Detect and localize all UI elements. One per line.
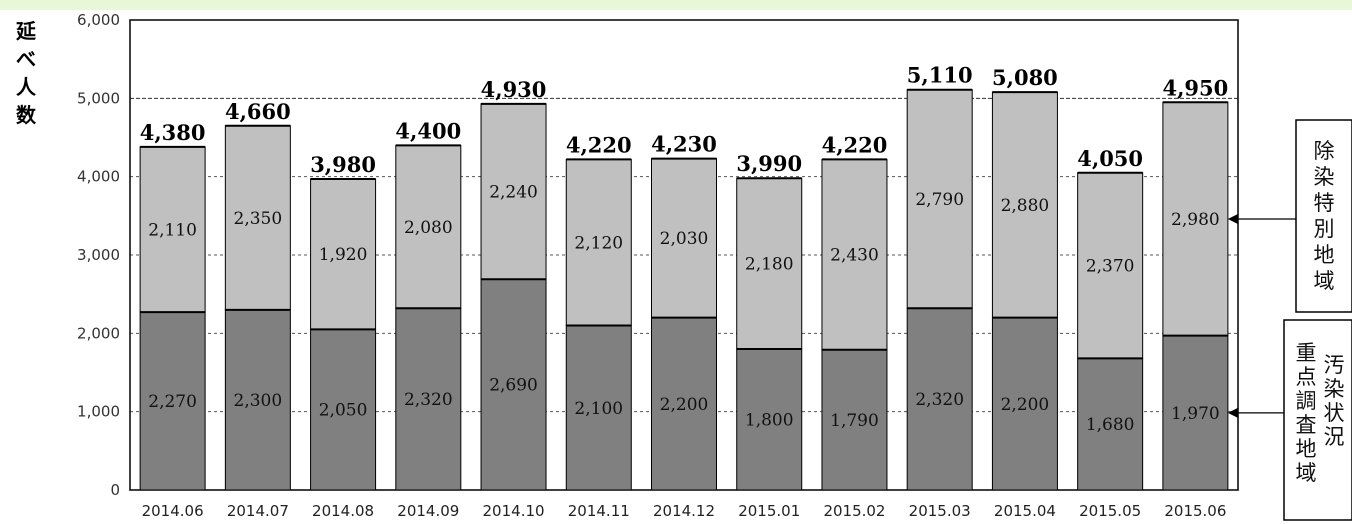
bar-segment-upper <box>395 144 462 309</box>
bar-segment-upper <box>651 158 717 319</box>
data-label-upper: 2,030 <box>660 229 709 249</box>
bar-segment-upper <box>821 158 888 351</box>
y-tick-label: 2,000 <box>77 324 120 342</box>
x-tick-label: 2015.06 <box>1164 502 1226 520</box>
x-tick-label: 2014.11 <box>568 502 630 520</box>
bar-segment-upper <box>906 89 973 309</box>
top-strip <box>0 0 1352 10</box>
total-label: 3,990 <box>736 151 802 176</box>
legend-box-survey-zone <box>1283 319 1352 521</box>
y-axis-label: 延べ人数 <box>15 19 37 127</box>
total-label: 4,380 <box>140 120 206 145</box>
data-label-lower: 1,790 <box>830 411 879 431</box>
total-label: 4,660 <box>225 99 291 124</box>
y-tick-label: 6,000 <box>77 11 120 29</box>
data-label-lower: 2,320 <box>915 390 964 410</box>
data-label-upper: 2,790 <box>915 190 964 210</box>
bar-segment-upper <box>310 178 377 330</box>
bar-segment-lower <box>395 307 462 491</box>
y-tick-label: 5,000 <box>77 89 120 107</box>
x-tick-label: 2015.05 <box>1079 502 1141 520</box>
data-label-lower: 2,320 <box>404 390 453 410</box>
data-label-lower: 2,270 <box>148 392 197 412</box>
bars: 2,270 2,110 4,380 2,300 2,350 4,660 2,050 1,920… <box>139 63 1229 491</box>
data-label-upper: 2,110 <box>148 221 197 241</box>
data-label-lower: 1,970 <box>1171 404 1220 424</box>
x-tick-label: 2015.03 <box>909 502 971 520</box>
legend-arrow-head <box>1227 407 1238 418</box>
x-tick-label: 2014.08 <box>312 502 374 520</box>
data-label-upper: 2,240 <box>489 183 538 203</box>
bar-segment-upper <box>480 103 547 280</box>
data-label-upper: 2,080 <box>404 218 453 238</box>
data-label-lower: 2,690 <box>489 376 538 396</box>
y-tick-label: 0 <box>110 481 120 499</box>
bar-segment-lower <box>139 311 206 491</box>
x-tick-label: 2014.12 <box>653 502 715 520</box>
bar-segment-upper <box>139 146 206 313</box>
data-label-upper: 2,370 <box>1086 257 1135 277</box>
bar-segment-upper <box>991 91 1058 319</box>
y-axis-ticks: 0 1,000 2,000 3,000 4,000 5,000 6,000 <box>77 11 120 499</box>
total-label: 4,930 <box>481 77 547 102</box>
x-tick-label: 2015.02 <box>823 502 885 520</box>
bar-segment-lower <box>565 325 632 491</box>
bar-segment-upper <box>1162 101 1229 337</box>
bar-segment-lower <box>1162 335 1229 491</box>
bar-segment-lower <box>1077 357 1144 491</box>
data-label-upper: 2,880 <box>1001 196 1050 216</box>
bar-segment-lower <box>224 309 291 491</box>
data-label-lower: 2,200 <box>1001 395 1050 415</box>
total-label: 5,080 <box>992 65 1058 90</box>
data-label-lower: 2,300 <box>234 391 283 411</box>
y-tick-label: 1,000 <box>77 403 120 421</box>
bar-segment-upper <box>736 177 803 350</box>
y-axis-title: 延べ人数 <box>15 19 37 127</box>
x-tick-label: 2014.07 <box>227 502 289 520</box>
x-tick-label: 2014.10 <box>483 502 545 520</box>
bar-segment-upper <box>565 158 632 326</box>
bar-segment-lower <box>310 328 377 491</box>
bar-segment-lower <box>736 348 803 491</box>
total-label: 4,220 <box>822 132 888 157</box>
total-label: 4,400 <box>395 118 461 143</box>
data-label-lower: 1,680 <box>1086 415 1135 435</box>
x-tick-label: 2015.04 <box>994 502 1056 520</box>
total-label: 5,110 <box>907 63 973 88</box>
data-label-lower: 2,200 <box>660 395 709 415</box>
legend-label: 除染特別地域 <box>1314 139 1335 293</box>
data-label-upper: 2,350 <box>234 209 283 229</box>
data-label-upper: 1,920 <box>319 245 368 265</box>
legend-arrow-head <box>1227 213 1238 224</box>
total-label: 4,220 <box>566 132 632 157</box>
total-label: 4,230 <box>651 132 717 157</box>
data-label-upper: 2,120 <box>574 233 623 253</box>
x-tick-label: 2014.09 <box>397 502 459 520</box>
x-tick-label: 2014.06 <box>142 502 204 520</box>
data-label-lower: 2,100 <box>574 399 623 419</box>
data-label-upper: 2,180 <box>745 255 794 275</box>
bar-segment-lower <box>991 317 1058 491</box>
total-label: 4,950 <box>1163 75 1229 100</box>
data-label-lower: 1,800 <box>745 411 794 431</box>
data-label-upper: 2,980 <box>1171 210 1220 230</box>
bar-segment-lower <box>480 278 547 491</box>
total-label: 4,050 <box>1077 146 1143 171</box>
bar-segment-lower <box>821 349 888 491</box>
data-label-lower: 2,050 <box>319 401 368 421</box>
legend-label: 汚染状況 <box>1324 353 1345 449</box>
y-tick-label: 4,000 <box>77 168 120 186</box>
bar-segment-upper <box>224 125 291 311</box>
x-tick-label: 2015.01 <box>738 502 800 520</box>
legend-box-special-zone <box>1295 119 1352 313</box>
y-tick-label: 3,000 <box>77 246 120 264</box>
data-label-upper: 2,430 <box>830 246 879 266</box>
legend-label: 重点調査地域 <box>1296 341 1317 485</box>
x-axis-ticks: 2014.06 2014.07 2014.08 2014.09 2014.10 2014.… <box>142 502 1227 520</box>
total-label: 3,980 <box>310 152 376 177</box>
